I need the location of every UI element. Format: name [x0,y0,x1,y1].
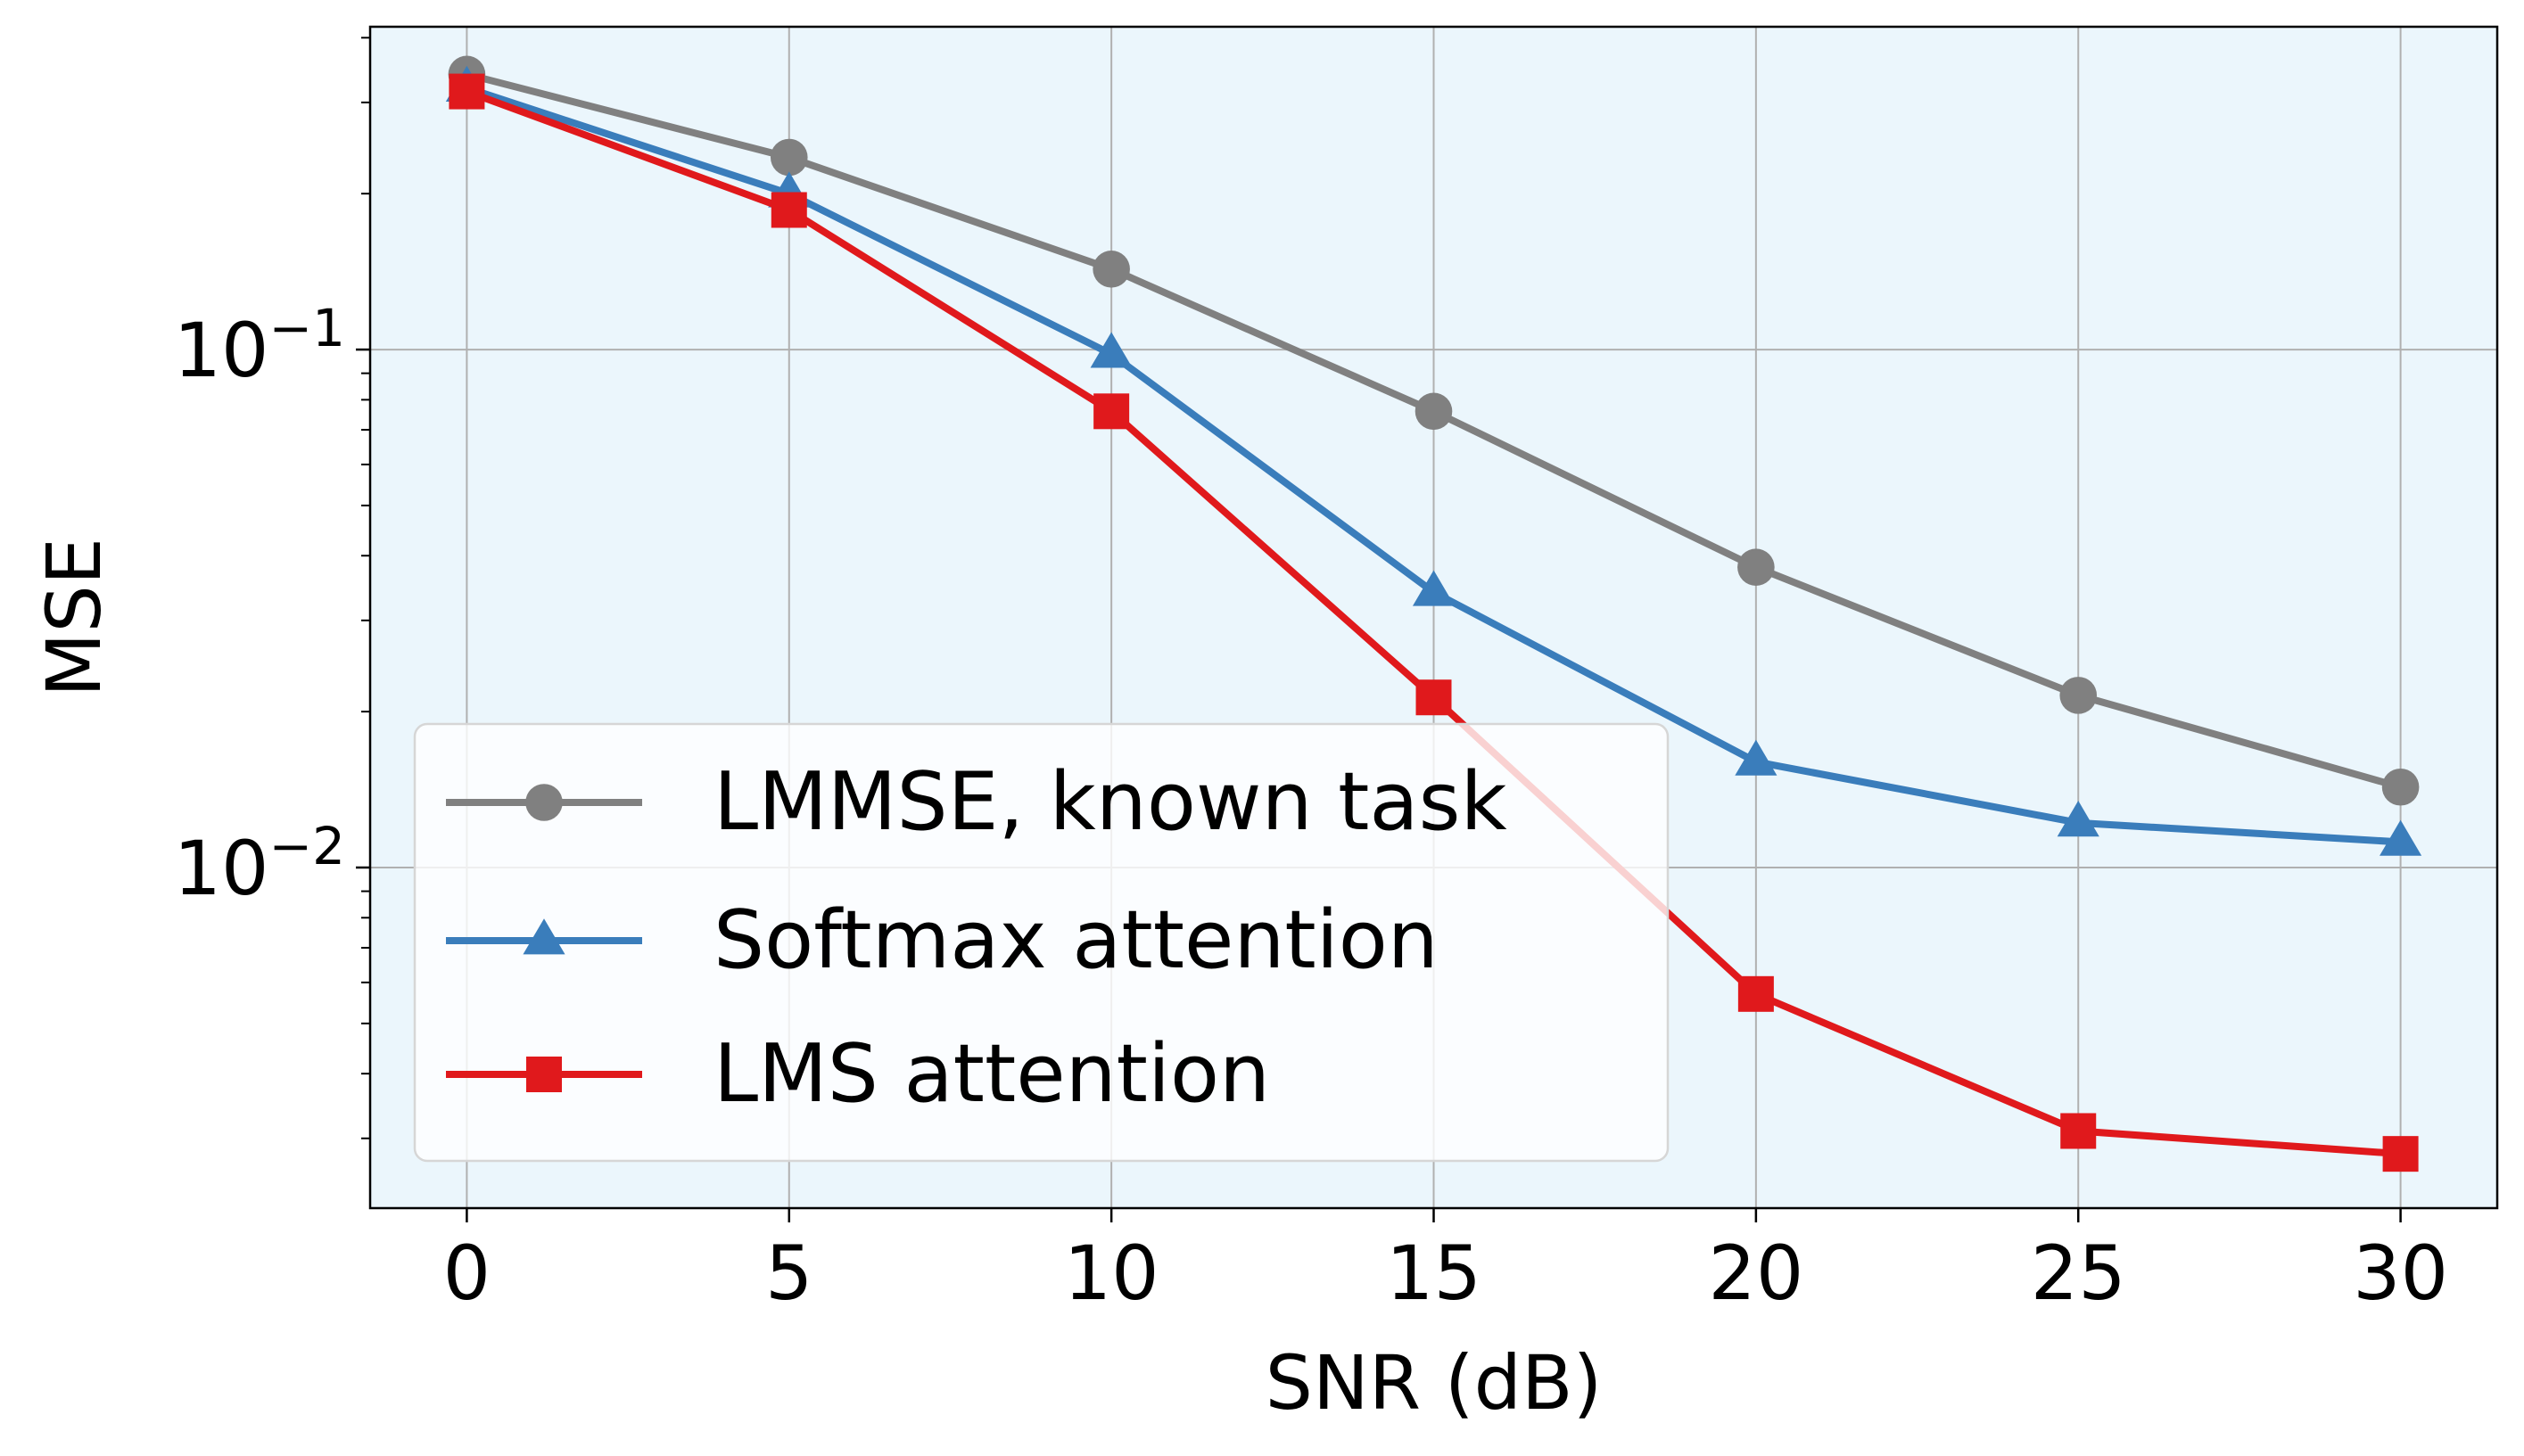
y-minor-ticks [361,37,370,1139]
x-tick-label: 5 [765,1230,812,1317]
data-point-lms-attention [1093,393,1130,430]
x-axis-ticks: 0 5 10 15 20 25 30 [443,1208,2448,1317]
data-point-softmax-attention [2057,801,2099,837]
data-point-lmmse-known-task [2381,768,2420,806]
legend-label-lmmse-known-task: LMMSE, known task [713,755,1507,849]
data-point-softmax-attention [1735,739,1778,776]
y-axis-label: MSE [30,538,118,697]
data-point-lmmse-known-task [1093,251,1130,288]
data-point-softmax-attention [1090,332,1133,368]
series-group [445,55,2422,1172]
x-tick-label: 15 [1386,1230,1481,1317]
y-tick-label: 10−2 [174,816,345,912]
x-axis-label: SNR (dB) [1266,1339,1603,1427]
data-point-lmmse-known-task [1737,548,1775,586]
data-point-lmmse-known-task [1415,392,1453,431]
y-axis-ticks: 10−1 10−2 [174,298,370,912]
series-lmmse-known-task [448,55,2420,806]
data-point-softmax-attention [2380,819,2422,856]
legend-box [413,722,1670,1163]
x-tick-label: 20 [1708,1230,1803,1317]
data-point-lms-attention [449,73,485,110]
series-lms-attention [449,73,2419,1172]
legend-label-lms-attention: LMS attention [713,1027,1270,1121]
data-point-lms-attention [1415,679,1452,716]
data-point-lmmse-known-task [2059,677,2098,714]
data-point-lmmse-known-task [770,138,808,177]
x-tick-label: 30 [2353,1230,2448,1317]
data-point-lms-attention [771,192,807,228]
legend-marker-softmax-attention [523,918,565,955]
legend-marker-lms-attention [526,1057,562,1092]
legend-label-softmax-attention: Softmax attention [713,893,1439,987]
data-point-lms-attention [2060,1113,2097,1149]
x-tick-label: 0 [443,1230,491,1317]
data-point-softmax-attention [1412,570,1456,606]
x-tick-label: 25 [2031,1230,2126,1317]
legend: LMMSE, known task Softmax attention LMS at… [413,722,1670,1163]
data-point-lms-attention [2382,1136,2419,1172]
x-tick-label: 10 [1064,1230,1159,1317]
y-tick-label: 10−1 [174,298,345,394]
data-point-lms-attention [1737,975,1774,1012]
legend-marker-lmmse-known-task [525,784,563,821]
